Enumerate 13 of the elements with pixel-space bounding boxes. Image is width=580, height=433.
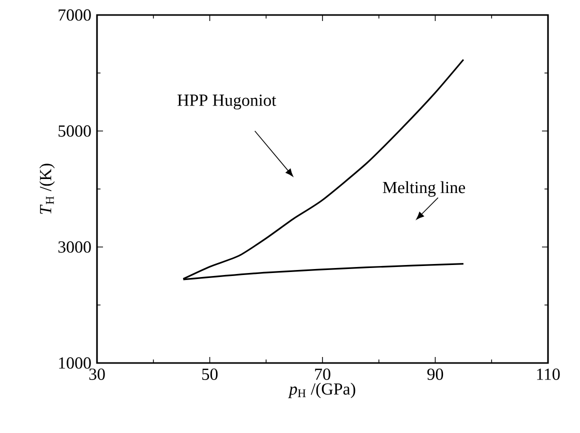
- x-tick-label: 50: [202, 368, 218, 380]
- y-tick-label: 7000: [58, 9, 91, 21]
- annotation: HPP Hugoniot: [178, 94, 276, 110]
- x-axis-title: p$_{H}$ /(GPa): [288, 382, 356, 398]
- y-axis-title: T$_{H}$ /(K): [39, 164, 55, 214]
- y-tick-label: 1000: [59, 357, 91, 369]
- y-tick-label: 5000: [58, 125, 91, 137]
- x-tick-label: 30: [89, 368, 105, 380]
- x-tick-label: 90: [427, 368, 444, 380]
- x-tick-label: 70: [315, 368, 330, 380]
- x-tick-label: 110: [537, 368, 560, 380]
- annotation: Melting line: [382, 181, 466, 197]
- y-tick-label: 3000: [58, 241, 91, 253]
